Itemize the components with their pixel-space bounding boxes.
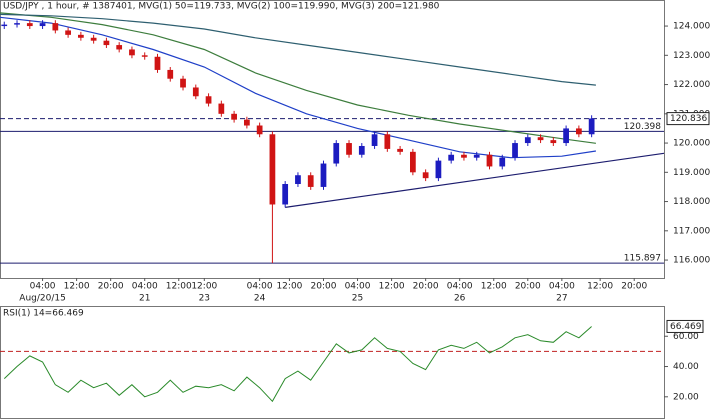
candle-body <box>371 134 378 146</box>
moving-average <box>0 16 596 159</box>
x-tick-label: 04:00 <box>549 282 575 292</box>
y-tick-label: 120.000 <box>673 139 710 149</box>
x-tick-label: 04:00 <box>132 282 158 292</box>
candle-body <box>384 134 391 149</box>
candle-body <box>90 37 97 41</box>
candle-body <box>448 154 455 161</box>
y-tick-label: 118.000 <box>673 197 710 207</box>
rsi-last-label: 66.469 <box>670 322 702 332</box>
x-tick-label: 12:00 <box>587 282 613 292</box>
candle-body <box>295 175 301 185</box>
x-tick-label: 04:00 <box>447 282 473 292</box>
x-tick-label: 04:00 <box>30 282 56 292</box>
candle-body <box>141 55 148 57</box>
candle-body <box>358 145 365 155</box>
y-tick-label: 124.000 <box>673 22 710 32</box>
x-tick-label: 12:00 <box>166 282 192 292</box>
x-tick-label: 04:00 <box>345 282 371 292</box>
candle-body <box>486 154 493 167</box>
day-label: 23 <box>199 294 210 304</box>
day-label: 26 <box>454 294 466 304</box>
candle-body <box>461 154 467 158</box>
candle-body <box>103 40 110 46</box>
candle-body <box>256 125 263 135</box>
x-tick-label: 12:00 <box>276 282 302 292</box>
candle-body <box>154 56 161 70</box>
candle-body <box>14 23 20 25</box>
candle-body <box>320 163 327 187</box>
candle-body <box>39 23 46 27</box>
candle-body <box>52 23 59 31</box>
main-panel-frame <box>0 0 665 279</box>
day-label: 27 <box>556 294 567 304</box>
candle-body <box>167 69 174 79</box>
rsi-line <box>3 326 592 403</box>
x-tick-label: 20:00 <box>311 282 337 292</box>
x-tick-label: 12:00 <box>191 282 217 292</box>
level-label: 115.897 <box>624 254 661 264</box>
candle-body <box>243 119 250 126</box>
moving-average <box>0 12 596 144</box>
chart-title: USD/JPY , 1 hour, # 1387401, MVG(1) 50=1… <box>3 2 440 12</box>
rsi-title: RSI(1) 14=66.469 <box>3 309 84 319</box>
candle-body <box>205 96 212 104</box>
candle-body <box>1 24 8 27</box>
level-label-box <box>666 112 710 126</box>
candle-body <box>77 34 84 38</box>
x-tick-label: 12:00 <box>64 282 90 292</box>
candle-body <box>563 128 569 144</box>
day-label: Aug/20/15 <box>19 294 66 304</box>
x-tick-label: 20:00 <box>621 282 647 292</box>
candle-body <box>346 143 352 155</box>
candle-body <box>499 157 506 167</box>
candle-body <box>537 137 544 141</box>
candle-body <box>218 103 225 114</box>
day-label: 25 <box>352 294 363 304</box>
candle-body <box>333 143 340 164</box>
candle-body <box>409 151 416 173</box>
trendline <box>285 152 665 208</box>
candle-body <box>575 128 582 135</box>
y-tick-label: 20.00 <box>673 392 699 402</box>
day-label: 24 <box>254 294 266 304</box>
y-tick-label: 116.000 <box>673 256 710 266</box>
y-tick-label: 60.00 <box>673 332 699 342</box>
x-tick-label: 12:00 <box>481 282 507 292</box>
y-tick-label: 122.000 <box>673 80 710 90</box>
x-tick-label: 04:00 <box>247 282 273 292</box>
candle-body <box>26 23 33 27</box>
candle-body <box>282 184 289 205</box>
day-label: 21 <box>139 294 150 304</box>
x-tick-label: 20:00 <box>413 282 439 292</box>
candle-body <box>192 87 199 97</box>
candle-body <box>269 134 276 205</box>
candle-body <box>129 49 135 56</box>
candle-body <box>180 78 186 88</box>
candle-body <box>231 113 237 120</box>
candle-body <box>473 154 480 158</box>
level-label: 120.836 <box>670 114 707 124</box>
candle-body <box>397 148 403 152</box>
x-tick-label: 20:00 <box>515 282 541 292</box>
moving-average <box>0 13 596 86</box>
candle-body <box>524 137 531 144</box>
candle-body <box>116 45 123 50</box>
candle-body <box>65 30 71 35</box>
x-tick-label: 12:00 <box>379 282 405 292</box>
rsi-last-box <box>666 319 704 333</box>
candle-body <box>588 118 595 135</box>
candle-body <box>550 140 557 144</box>
candle-body <box>307 175 314 187</box>
level-label: 120.398 <box>624 122 661 132</box>
candle-body <box>435 160 442 179</box>
y-tick-label: 123.000 <box>673 51 710 61</box>
candle-body <box>512 143 518 158</box>
y-tick-label: 119.000 <box>673 168 710 178</box>
y-tick-label: 117.000 <box>673 226 710 236</box>
x-tick-label: 20:00 <box>98 282 124 292</box>
candle-body <box>422 172 429 179</box>
y-tick-label: 40.00 <box>673 362 699 372</box>
